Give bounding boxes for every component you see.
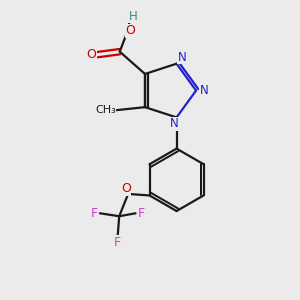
- Text: N: N: [200, 84, 209, 97]
- Text: CH₃: CH₃: [95, 105, 116, 115]
- Text: F: F: [137, 207, 145, 220]
- Text: N: N: [170, 117, 178, 130]
- Text: O: O: [87, 48, 96, 61]
- Text: H: H: [129, 10, 137, 22]
- Text: O: O: [125, 24, 135, 38]
- Text: F: F: [114, 236, 121, 249]
- Text: N: N: [178, 51, 186, 64]
- Text: F: F: [91, 207, 98, 220]
- Text: O: O: [121, 182, 131, 195]
